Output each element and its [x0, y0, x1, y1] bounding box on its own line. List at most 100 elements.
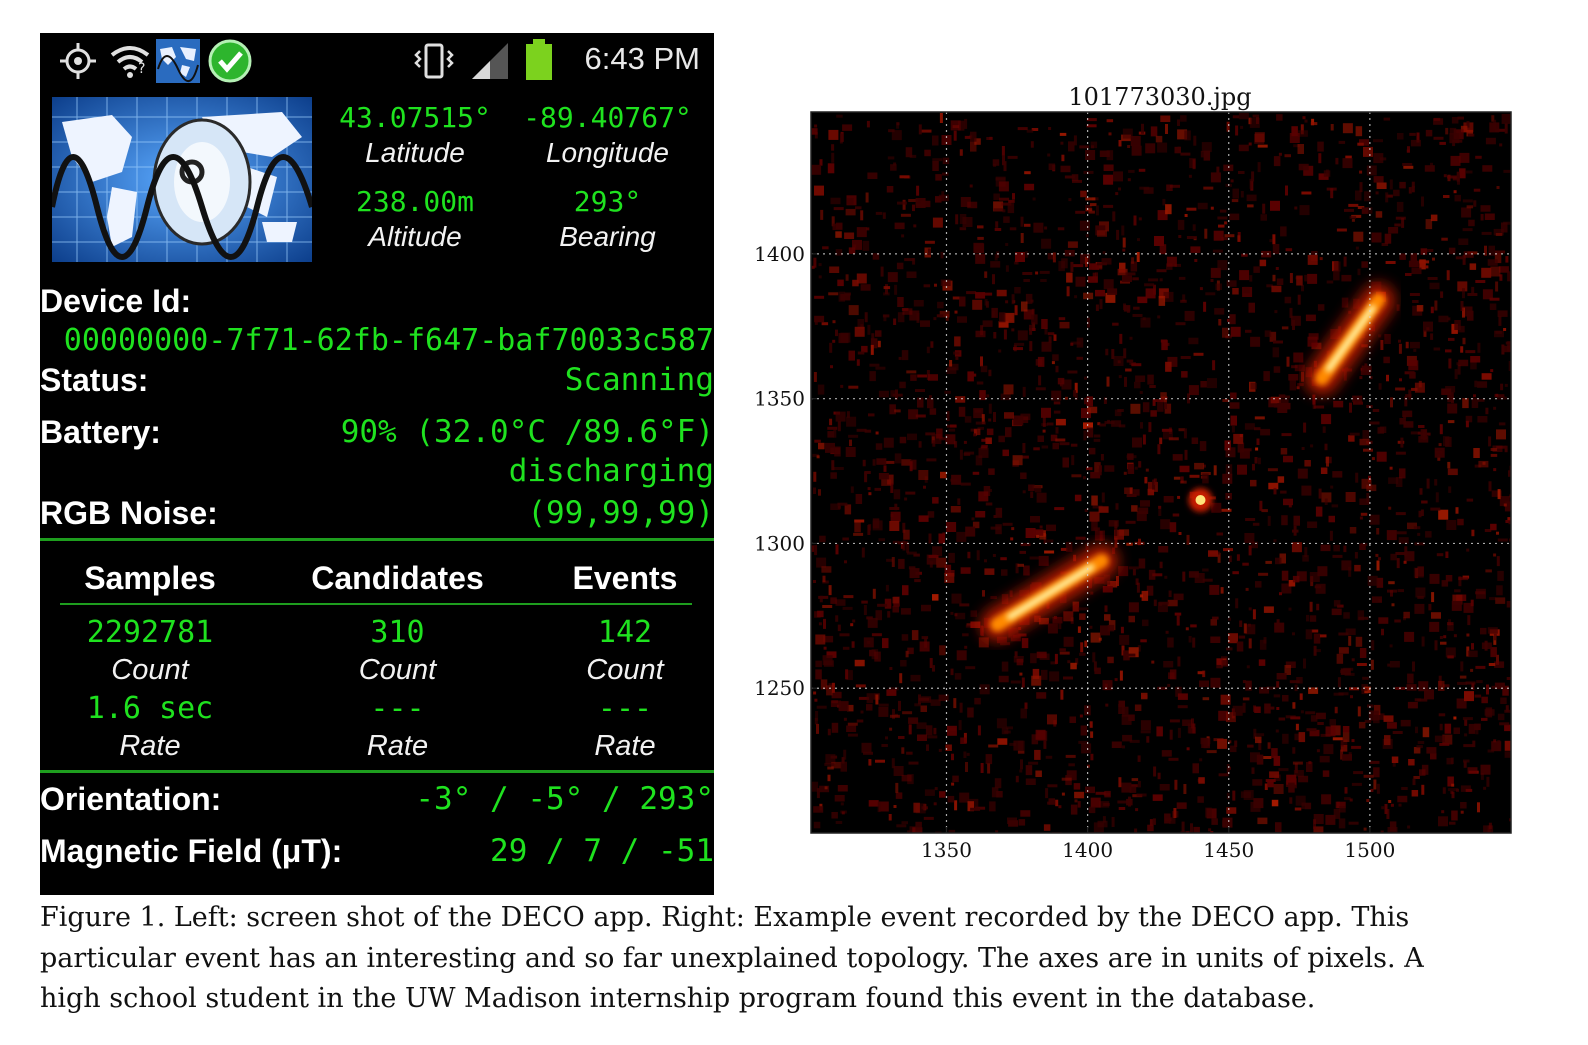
noise-pixel: [1310, 715, 1318, 722]
noise-pixel: [852, 619, 856, 623]
noise-pixel: [827, 728, 831, 736]
noise-pixel: [1475, 280, 1486, 283]
noise-pixel: [988, 468, 995, 475]
noise-pixel: [1182, 294, 1186, 301]
noise-pixel: [1429, 573, 1440, 584]
noise-pixel: [1488, 663, 1496, 666]
noise-pixel: [831, 722, 839, 733]
noise-pixel: [1111, 741, 1122, 748]
noise-pixel: [1488, 822, 1492, 830]
noise-pixel: [1265, 779, 1276, 783]
noise-pixel: [1237, 464, 1247, 475]
noise-pixel: [955, 612, 966, 620]
noise-pixel: [1076, 337, 1084, 348]
noise-pixel: [901, 350, 909, 361]
noise-pixel: [1407, 673, 1414, 684]
noise-pixel: [1108, 132, 1112, 136]
noise-pixel: [1496, 585, 1503, 596]
noise-pixel: [980, 356, 983, 367]
y-tick-label: 1350: [754, 387, 805, 411]
noise-pixel: [1348, 566, 1352, 577]
noise-pixel: [875, 610, 882, 621]
noise-pixel: [1405, 273, 1412, 276]
noise-pixel: [1367, 575, 1378, 586]
noise-pixel: [902, 308, 913, 315]
noise-pixel: [1161, 340, 1168, 351]
noise-pixel: [1188, 174, 1192, 178]
noise-pixel: [1506, 677, 1511, 680]
noise-pixel: [994, 778, 1002, 789]
noise-pixel: [1389, 179, 1393, 190]
noise-pixel: [970, 621, 981, 628]
noise-pixel: [1385, 261, 1396, 264]
noise-pixel: [823, 635, 834, 643]
plot-frame: [810, 111, 1512, 834]
noise-pixel: [1349, 432, 1360, 436]
noise-pixel: [1420, 248, 1428, 255]
noise-pixel: [836, 114, 843, 118]
noise-pixel: [1107, 581, 1118, 588]
noise-pixel: [1413, 348, 1417, 352]
noise-pixel: [1087, 317, 1090, 328]
noise-pixel: [1481, 642, 1492, 649]
noise-pixel: [993, 201, 1004, 212]
noise-pixel: [1128, 566, 1139, 570]
noise-pixel: [1126, 542, 1133, 546]
noise-pixel: [1179, 465, 1190, 473]
noise-pixel: [1217, 216, 1228, 220]
noise-pixel: [1178, 276, 1186, 280]
orientation-value: -3° / -5° / 293°: [415, 781, 714, 817]
noise-pixel: [936, 557, 947, 568]
noise-pixel: [1065, 396, 1068, 400]
noise-pixel: [1341, 274, 1352, 282]
noise-pixel: [1001, 594, 1009, 605]
noise-pixel: [996, 289, 1007, 297]
noise-pixel: [1289, 797, 1293, 804]
noise-pixel: [904, 258, 915, 262]
noise-pixel: [1071, 174, 1079, 181]
noise-pixel: [1501, 345, 1511, 353]
noise-pixel: [1411, 267, 1422, 275]
noise-pixel: [1167, 599, 1178, 607]
noise-pixel: [835, 821, 843, 824]
noise-pixel: [1217, 552, 1221, 563]
noise-pixel: [1454, 369, 1458, 380]
noise-pixel: [1099, 150, 1110, 157]
noise-pixel: [1413, 747, 1421, 754]
noise-pixel: [1333, 808, 1341, 819]
noise-pixel: [1416, 305, 1424, 312]
noise-pixel: [1191, 718, 1194, 729]
noise-pixel: [1448, 337, 1455, 341]
noise-pixel: [1048, 163, 1056, 170]
noise-pixel: [1263, 606, 1274, 613]
noise-pixel: [948, 428, 956, 432]
noise-pixel: [1023, 279, 1030, 282]
noise-pixel: [1271, 748, 1278, 759]
noise-pixel: [1041, 319, 1048, 329]
noise-pixel: [1483, 825, 1494, 833]
noise-pixel: [1343, 370, 1347, 381]
noise-pixel: [1357, 610, 1365, 621]
noise-pixel: [1240, 191, 1244, 198]
noise-pixel: [833, 207, 844, 211]
noise-pixel: [1235, 125, 1239, 136]
noise-pixel: [1248, 545, 1252, 556]
noise-pixel: [964, 135, 972, 139]
noise-pixel: [1267, 742, 1271, 749]
noise-pixel: [1354, 564, 1361, 572]
noise-pixel: [818, 263, 822, 267]
noise-pixel: [1022, 386, 1026, 397]
noise-pixel: [1325, 814, 1336, 825]
noise-pixel: [1349, 798, 1353, 802]
noise-pixel: [1013, 415, 1024, 426]
noise-pixel: [1103, 397, 1107, 404]
noise-pixel: [1158, 506, 1162, 516]
noise-pixel: [1127, 464, 1135, 474]
noise-pixel: [1309, 729, 1320, 737]
signal-icon: [472, 43, 508, 79]
noise-pixel: [1143, 187, 1154, 194]
noise-pixel: [1257, 144, 1268, 148]
noise-pixel: [1122, 745, 1125, 749]
noise-pixel: [1333, 270, 1340, 281]
noise-pixel: [1044, 226, 1048, 230]
